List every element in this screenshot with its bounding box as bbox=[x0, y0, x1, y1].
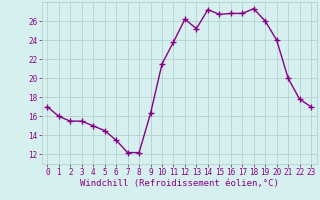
X-axis label: Windchill (Refroidissement éolien,°C): Windchill (Refroidissement éolien,°C) bbox=[80, 179, 279, 188]
